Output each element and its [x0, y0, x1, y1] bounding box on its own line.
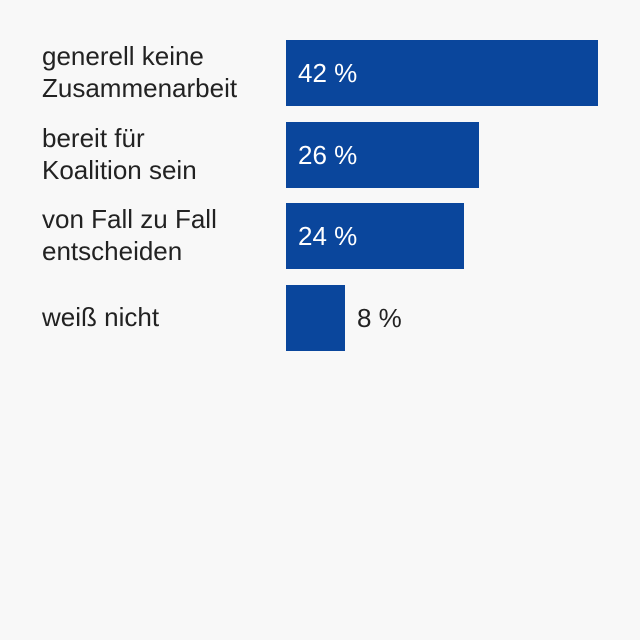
value-label: 26 % [298, 140, 358, 170]
category-label: von Fall zu Fall entscheiden [42, 204, 217, 266]
bar [286, 285, 345, 351]
value-label: 8 % [357, 303, 402, 333]
value-label: 42 % [298, 58, 358, 88]
value-label: 24 % [298, 221, 358, 251]
category-label: weiß nicht [42, 302, 160, 332]
bar [286, 40, 598, 106]
bar [286, 122, 479, 188]
category-label: bereit für Koalition sein [42, 123, 197, 185]
bar [286, 203, 464, 269]
category-label: generell keine Zusammenarbeit [42, 41, 238, 103]
